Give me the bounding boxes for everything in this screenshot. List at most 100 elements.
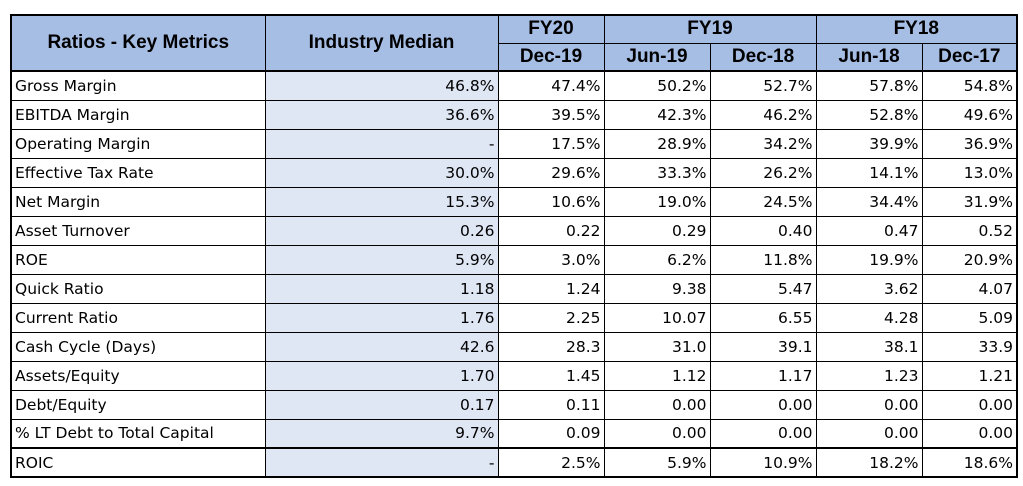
table-row: ROE 5.9% 3.0% 6.2% 11.8% 19.9% 20.9% — [10, 244, 1018, 275]
metric-value-cell: 1.21 — [921, 360, 1018, 391]
metric-name-cell: Effective Tax Rate — [10, 157, 266, 188]
period-header-jun-18: Jun-18 — [815, 42, 923, 72]
metric-value-cell: 50.2% — [603, 70, 711, 101]
table-row: EBITDA Margin 36.6% 39.5% 42.3% 46.2% 52.8% 49… — [10, 99, 1018, 130]
metric-value-cell: 1.23 — [815, 360, 923, 391]
metric-value-cell: 11.8% — [709, 244, 817, 275]
metric-name-cell: Debt/Equity — [10, 389, 266, 420]
metric-value-cell: 29.6% — [497, 157, 605, 188]
industry-median-cell: 0.17 — [264, 389, 499, 420]
industry-median-cell: 0.26 — [264, 215, 499, 246]
metric-name-cell: EBITDA Margin — [10, 99, 266, 130]
table-row: Effective Tax Rate 30.0% 29.6% 33.3% 26.2% 14… — [10, 157, 1018, 188]
metric-value-cell: 57.8% — [815, 70, 923, 101]
metric-value-cell: 0.22 — [497, 215, 605, 246]
metric-value-cell: 5.9% — [603, 447, 711, 478]
metric-value-cell: 13.0% — [921, 157, 1018, 188]
metric-name-cell: Quick Ratio — [10, 273, 266, 304]
metric-value-cell: 18.6% — [921, 447, 1018, 478]
table-row: Operating Margin -17.5% 28.9% 34.2% 39.9% 36.… — [10, 128, 1018, 159]
metric-value-cell: 24.5% — [709, 186, 817, 217]
table-row: % LT Debt to Total Capital 9.7% 0.09 0.00 0.… — [10, 418, 1018, 449]
metric-value-cell: 5.09 — [921, 302, 1018, 333]
metric-value-cell: 1.45 — [497, 360, 605, 391]
metric-value-cell: 28.3 — [497, 331, 605, 362]
metric-value-cell: 0.00 — [709, 389, 817, 420]
metric-name-cell: Operating Margin — [10, 128, 266, 159]
header-row-fiscal-years: Ratios - Key Metrics Industry Median FY2… — [10, 14, 1018, 72]
metric-value-cell: 47.4% — [497, 70, 605, 101]
industry-median-cell: 15.3% — [264, 186, 499, 217]
metric-value-cell: 0.00 — [709, 418, 817, 449]
metric-value-cell: 46.2% — [709, 99, 817, 130]
metric-value-cell: 33.3% — [603, 157, 711, 188]
metric-value-cell: 39.1 — [709, 331, 817, 362]
industry-median-cell: 46.8% — [264, 70, 499, 101]
table-row: Gross Margin 46.8% 47.4% 50.2% 52.7% 57.8% 54.… — [10, 70, 1018, 101]
industry-median-cell: - — [264, 128, 499, 159]
period-header-dec-19: Dec-19 — [497, 42, 605, 72]
metric-value-cell: 2.5% — [497, 447, 605, 478]
metric-value-cell: 4.28 — [815, 302, 923, 333]
table-row: Net Margin 15.3% 10.6% 19.0% 24.5% 34.4% 31.9% — [10, 186, 1018, 217]
ratios-key-metrics-table: Ratios - Key Metrics Industry Median FY2… — [10, 14, 1019, 478]
industry-median-cell: 1.18 — [264, 273, 499, 304]
industry-median-cell: - — [264, 447, 499, 478]
metric-value-cell: 3.62 — [815, 273, 923, 304]
metric-name-cell: % LT Debt to Total Capital — [10, 418, 266, 449]
metric-value-cell: 0.00 — [921, 389, 1018, 420]
industry-median-cell: 1.76 — [264, 302, 499, 333]
metric-value-cell: 0.11 — [497, 389, 605, 420]
metric-value-cell: 0.29 — [603, 215, 711, 246]
metric-value-cell: 1.12 — [603, 360, 711, 391]
metric-value-cell: 26.2% — [709, 157, 817, 188]
metric-name-cell: Gross Margin — [10, 70, 266, 101]
metric-value-cell: 52.8% — [815, 99, 923, 130]
metric-value-cell: 3.0% — [497, 244, 605, 275]
metric-value-cell: 6.2% — [603, 244, 711, 275]
metric-value-cell: 1.17 — [709, 360, 817, 391]
metric-value-cell: 39.9% — [815, 128, 923, 159]
metric-value-cell: 0.40 — [709, 215, 817, 246]
metric-value-cell: 19.9% — [815, 244, 923, 275]
header-row-periods: Dec-19 Jun-19 Dec-18 Jun-18 Dec-17 — [11, 42, 1018, 72]
period-header-dec-18: Dec-18 — [709, 42, 817, 72]
table-row: ROIC -2.5% 5.9% 10.9% 18.2% 18.6% — [10, 447, 1018, 478]
fiscal-year-header-fy19: FY19 — [603, 14, 817, 44]
metric-value-cell: 36.9% — [921, 128, 1018, 159]
fiscal-year-header-fy18: FY18 — [815, 14, 1018, 44]
metric-value-cell: 39.5% — [497, 99, 605, 130]
table-row: Current Ratio 1.76 2.25 10.07 6.55 4.28 5.09 — [10, 302, 1018, 333]
industry-median-cell: 5.9% — [264, 244, 499, 275]
metric-value-cell: 42.3% — [603, 99, 711, 130]
metric-value-cell: 0.09 — [497, 418, 605, 449]
metric-value-cell: 4.07 — [921, 273, 1018, 304]
metric-value-cell: 0.00 — [815, 389, 923, 420]
fiscal-year-header-fy20: FY20 — [497, 14, 605, 44]
metric-value-cell: 31.9% — [921, 186, 1018, 217]
metric-value-cell: 10.9% — [709, 447, 817, 478]
industry-median-cell: 36.6% — [264, 99, 499, 130]
table-row: Assets/Equity 1.70 1.45 1.12 1.17 1.23 1.21 — [10, 360, 1018, 391]
metric-value-cell: 54.8% — [921, 70, 1018, 101]
metric-column-header: Ratios - Key Metrics — [10, 14, 266, 72]
metric-value-cell: 34.2% — [709, 128, 817, 159]
metric-value-cell: 0.00 — [815, 418, 923, 449]
industry-median-cell: 30.0% — [264, 157, 499, 188]
metric-value-cell: 9.38 — [603, 273, 711, 304]
industry-median-cell: 42.6 — [264, 331, 499, 362]
metric-value-cell: 10.07 — [603, 302, 711, 333]
metric-value-cell: 0.00 — [603, 389, 711, 420]
metric-value-cell: 5.47 — [709, 273, 817, 304]
metric-name-cell: Current Ratio — [10, 302, 266, 333]
metric-value-cell: 0.00 — [603, 418, 711, 449]
table-header: Ratios - Key Metrics Industry Median FY2… — [10, 14, 1018, 72]
metric-name-cell: ROE — [10, 244, 266, 275]
table-row: Quick Ratio 1.18 1.24 9.38 5.47 3.62 4.07 — [10, 273, 1018, 304]
metric-name-cell: Asset Turnover — [10, 215, 266, 246]
metric-name-cell: Cash Cycle (Days) — [10, 331, 266, 362]
industry-median-cell: 9.7% — [264, 418, 499, 449]
metric-value-cell: 31.0 — [603, 331, 711, 362]
metric-value-cell: 0.52 — [921, 215, 1018, 246]
table-row: Debt/Equity 0.17 0.11 0.00 0.00 0.00 0.00 — [10, 389, 1018, 420]
